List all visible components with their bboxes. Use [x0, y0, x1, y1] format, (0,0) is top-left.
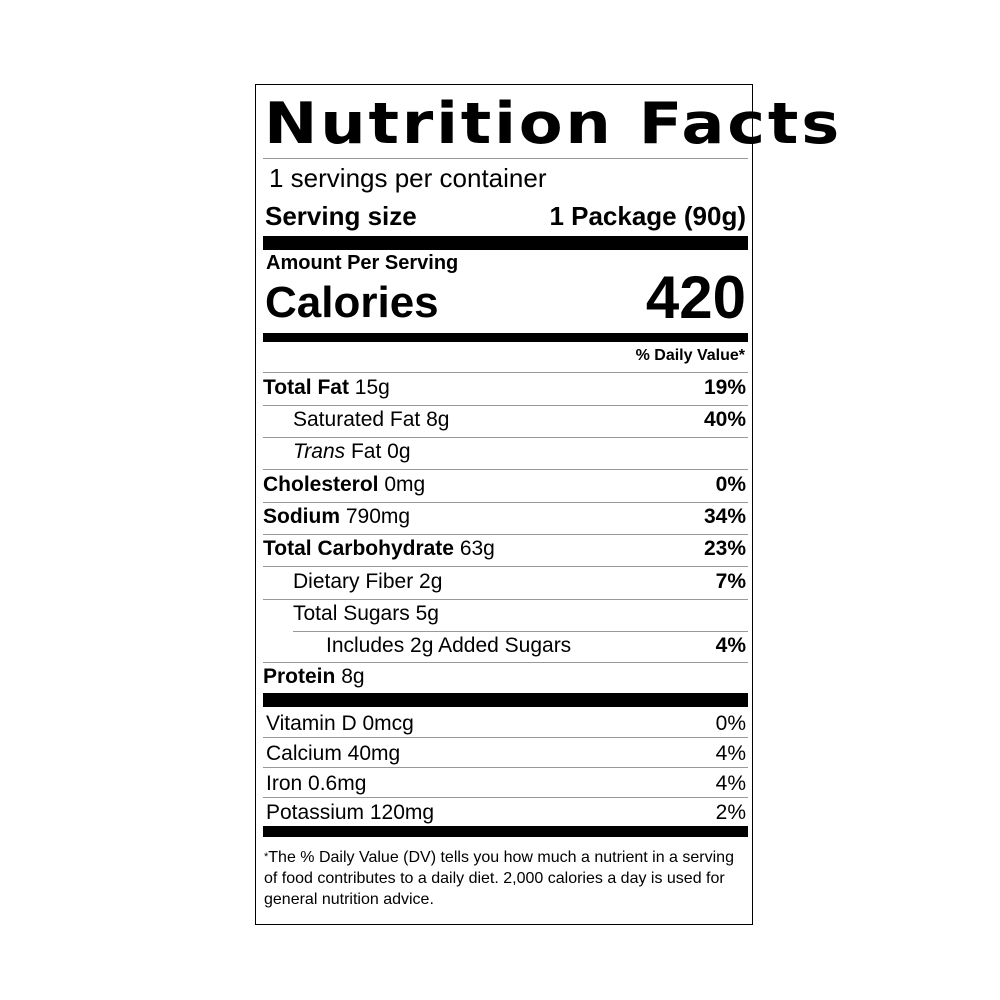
- vitamin-name: Potassium 120mg: [266, 801, 435, 824]
- nutrient-name: Protein 8g: [263, 665, 365, 688]
- nutrient-name: Total Fat 15g: [263, 376, 390, 399]
- serving-size-value: 1 Package (90g): [549, 201, 746, 231]
- nutrient-name: Dietary Fiber 2g: [293, 570, 443, 593]
- nutrient-amount: 5g: [415, 602, 439, 625]
- nutrient-daily-value: 4%: [715, 634, 746, 657]
- nutrient-amount: 0g: [387, 440, 411, 463]
- nutrient-row: Trans Fat 0g: [263, 436, 748, 468]
- footnote-star: *: [264, 851, 269, 863]
- nutrient-daily-value: 0%: [715, 473, 746, 496]
- nutrient-row: Protein 8g: [263, 661, 748, 693]
- divider: [263, 469, 748, 470]
- vitamin-daily-value: 4%: [715, 742, 746, 765]
- vitamin-row: Iron 0.6mg 4%: [263, 768, 748, 798]
- nutrient-name: Trans Fat 0g: [293, 440, 411, 463]
- divider: [263, 405, 748, 406]
- nutrient-amount: 8g: [341, 665, 365, 688]
- footnote: *The % Daily Value (DV) tells you how mu…: [264, 847, 744, 910]
- nutrient-row: Dietary Fiber 2g 7%: [263, 566, 748, 598]
- thick-divider: [263, 693, 748, 707]
- nutrient-name: Total Sugars 5g: [293, 602, 439, 625]
- nutrient-daily-value: 23%: [703, 537, 746, 560]
- nutrient-amount: 15g: [354, 376, 390, 399]
- nutrient-name: Saturated Fat 8g: [293, 408, 450, 431]
- divider: [263, 737, 748, 738]
- divider: [293, 631, 748, 632]
- nutrient-row: Total Carbohydrate 63g 23%: [263, 533, 748, 565]
- nutrient-amount: 63g: [459, 537, 495, 560]
- divider: [263, 372, 748, 373]
- nutrient-row: Cholesterol 0mg 0%: [263, 469, 748, 501]
- divider: [263, 534, 748, 535]
- nutrient-row: Total Sugars 5g: [263, 598, 748, 630]
- calories-value: 420: [645, 264, 746, 331]
- divider: [263, 767, 748, 768]
- vitamin-daily-value: 0%: [715, 712, 746, 735]
- nutrient-daily-value: 40%: [703, 408, 746, 431]
- nutrient-row: Total Fat 15g 19%: [263, 372, 748, 404]
- divider: [263, 599, 748, 600]
- nutrient-row: Includes 2g Added Sugars 4%: [263, 630, 748, 662]
- divider: [263, 502, 748, 503]
- vitamin-daily-value: 2%: [715, 801, 746, 824]
- vitamin-daily-value: 4%: [715, 772, 746, 795]
- nutrient-amount: 790mg: [345, 505, 411, 528]
- divider: [263, 662, 748, 663]
- nutrient-daily-value: 19%: [703, 376, 746, 399]
- nutrient-amount: 8g: [426, 408, 450, 431]
- nutrient-name: Cholesterol 0mg: [263, 473, 426, 496]
- divider: [263, 797, 748, 798]
- daily-value-header: % Daily Value*: [635, 347, 745, 364]
- nutrient-name: Total Carbohydrate 63g: [263, 537, 495, 560]
- divider: [263, 437, 748, 438]
- footnote-text: The % Daily Value (DV) tells you how muc…: [264, 849, 734, 908]
- servings-per-container: 1 servings per container: [269, 163, 547, 193]
- nutrient-row: Sodium 790mg 34%: [263, 501, 748, 533]
- vitamin-name: Vitamin D 0mcg: [266, 712, 414, 735]
- vitamin-row: Vitamin D 0mcg 0%: [263, 708, 748, 738]
- nutrient-amount: 0mg: [384, 473, 426, 496]
- nutrient-daily-value: 7%: [715, 570, 746, 593]
- label-title: Nutrition Facts: [264, 91, 843, 157]
- amount-per-serving: Amount Per Serving: [266, 252, 459, 274]
- nutrient-row: Saturated Fat 8g 40%: [263, 404, 748, 436]
- vitamin-row: Potassium 120mg 2%: [263, 797, 748, 827]
- calories-label: Calories: [265, 278, 439, 327]
- divider: [263, 566, 748, 567]
- medium-divider: [263, 333, 748, 342]
- divider: [263, 158, 748, 159]
- nutrient-amount: 2g: [419, 570, 443, 593]
- serving-size-label: Serving size: [265, 201, 417, 231]
- thick-divider: [263, 826, 748, 837]
- thick-divider: [263, 236, 748, 250]
- nutrient-name: Includes 2g Added Sugars: [326, 634, 572, 657]
- vitamin-name: Iron 0.6mg: [266, 772, 367, 795]
- nutrition-facts-label: Nutrition Facts 1 servings per container…: [255, 84, 839, 925]
- vitamin-name: Calcium 40mg: [266, 742, 401, 765]
- vitamin-row: Calcium 40mg 4%: [263, 738, 748, 768]
- nutrient-daily-value: 34%: [703, 505, 746, 528]
- nutrient-name: Sodium 790mg: [263, 505, 411, 528]
